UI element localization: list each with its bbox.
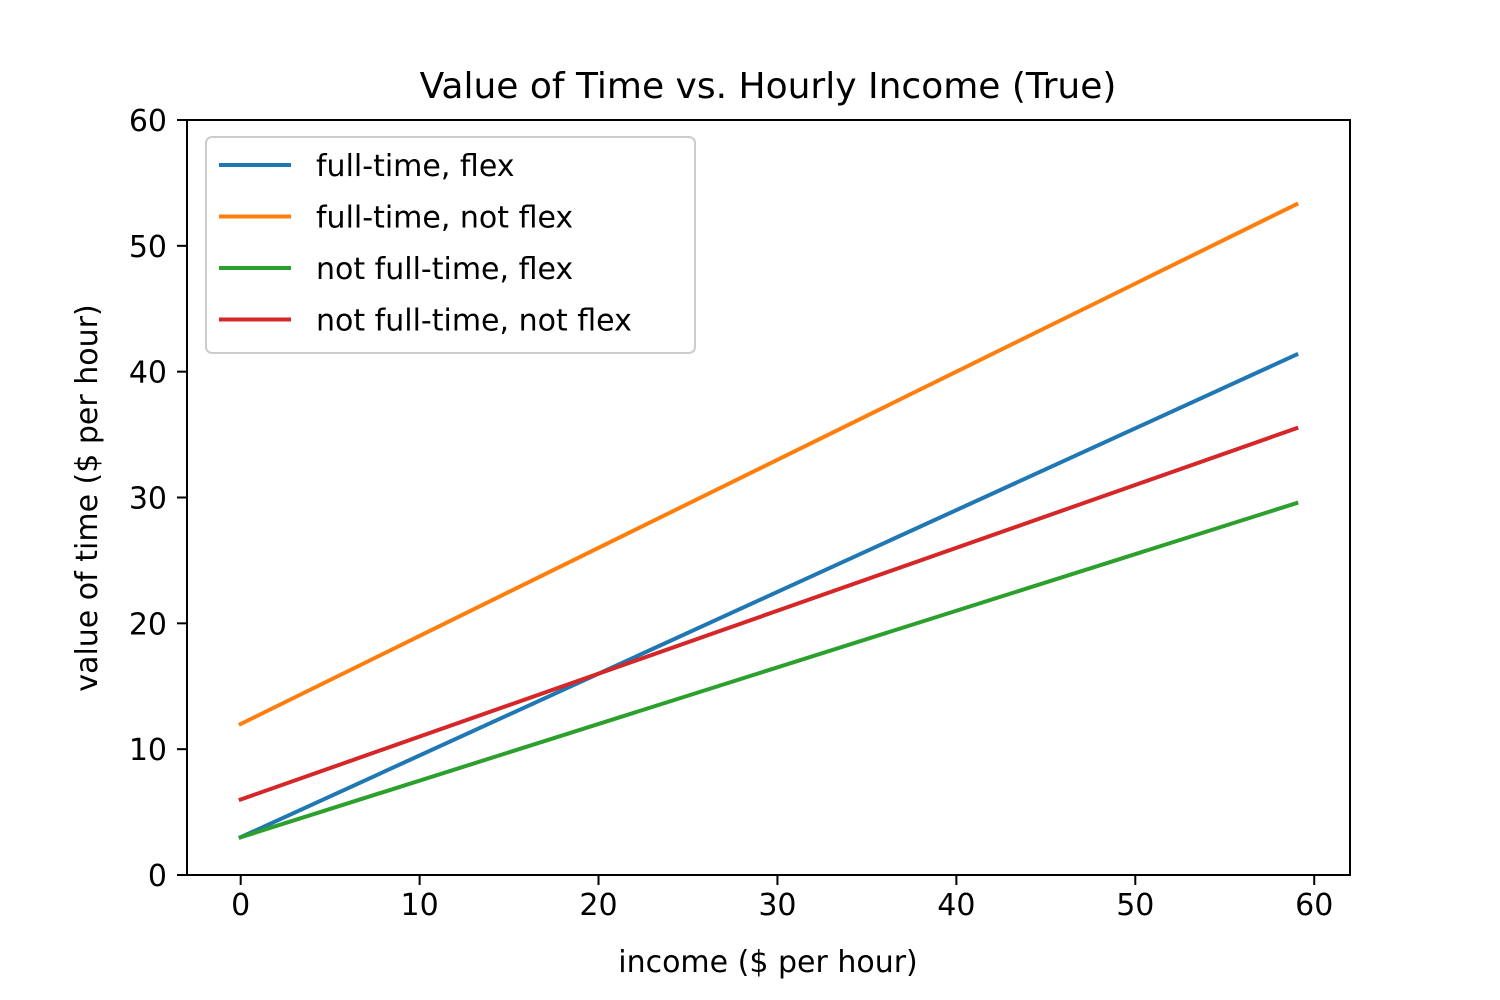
y-axis-ticks: 0 10 20 30 40 50 60 bbox=[129, 104, 187, 894]
x-tick-label: 20 bbox=[579, 888, 617, 923]
x-tick-label: 40 bbox=[937, 888, 975, 923]
series-line-0 bbox=[238, 352, 1299, 840]
x-axis-label: income ($ per hour) bbox=[618, 945, 918, 980]
x-tick-label: 10 bbox=[401, 888, 439, 923]
legend-frame bbox=[205, 136, 696, 354]
legend-label-3: not full-time, not flex bbox=[316, 304, 632, 339]
y-tick-label: 20 bbox=[129, 607, 167, 642]
y-tick-label: 40 bbox=[129, 356, 167, 391]
series-line-1 bbox=[238, 201, 1299, 727]
x-tick-label: 30 bbox=[758, 888, 796, 923]
series-line-2 bbox=[238, 500, 1299, 840]
y-tick-label: 60 bbox=[129, 104, 167, 139]
x-tick-label: 60 bbox=[1295, 888, 1333, 923]
x-tick-label: 50 bbox=[1116, 888, 1154, 923]
y-tick-label: 10 bbox=[129, 733, 167, 768]
y-tick-label: 0 bbox=[148, 859, 167, 894]
legend: full-time, flex full-time, not flex not fu… bbox=[205, 136, 696, 354]
legend-label-2: not full-time, flex bbox=[316, 252, 573, 287]
legend-label-1: full-time, not flex bbox=[316, 201, 573, 236]
x-tick-label: 0 bbox=[231, 888, 250, 923]
legend-entries: full-time, flex full-time, not flex not fu… bbox=[219, 149, 632, 339]
y-tick-label: 30 bbox=[129, 482, 167, 517]
chart-title: Value of Time vs. Hourly Income (True) bbox=[420, 66, 1117, 107]
y-tick-label: 50 bbox=[129, 230, 167, 265]
series-layer bbox=[238, 201, 1299, 840]
x-axis-ticks: 0 10 20 30 40 50 60 bbox=[231, 875, 1333, 923]
plot-area bbox=[186, 119, 1351, 876]
legend-label-0: full-time, flex bbox=[316, 149, 515, 184]
y-axis-label: value of time ($ per hour) bbox=[70, 304, 105, 691]
series-line-3 bbox=[238, 425, 1299, 803]
